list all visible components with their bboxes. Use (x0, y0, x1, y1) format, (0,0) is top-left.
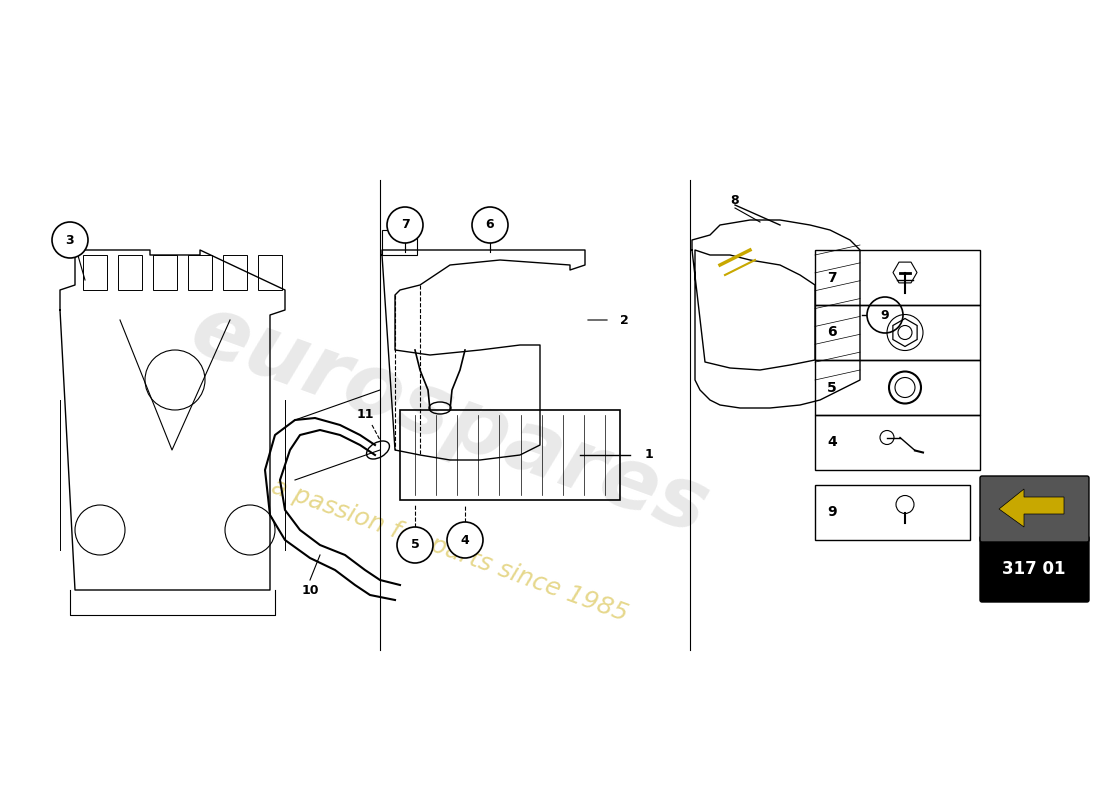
Text: 2: 2 (620, 314, 629, 326)
Circle shape (387, 207, 424, 243)
FancyBboxPatch shape (980, 536, 1089, 602)
Circle shape (472, 207, 508, 243)
Bar (258, 255, 282, 290)
Text: 4: 4 (461, 534, 470, 546)
Text: 9: 9 (827, 506, 837, 519)
Text: 6: 6 (827, 326, 837, 339)
Text: 1: 1 (645, 449, 653, 462)
Bar (815, 360, 980, 415)
Text: 5: 5 (410, 538, 419, 551)
Text: 7: 7 (827, 270, 837, 285)
Circle shape (52, 222, 88, 258)
Bar (815, 485, 970, 540)
Bar (382, 230, 417, 255)
FancyBboxPatch shape (980, 476, 1089, 542)
Text: 3: 3 (66, 234, 75, 246)
Text: 6: 6 (486, 218, 494, 231)
Text: 4: 4 (827, 435, 837, 450)
Bar (815, 305, 980, 360)
Text: 5: 5 (827, 381, 837, 394)
Text: 10: 10 (301, 583, 319, 597)
Bar (188, 255, 212, 290)
Bar (153, 255, 177, 290)
Text: 11: 11 (356, 409, 374, 422)
Circle shape (397, 527, 433, 563)
Bar (223, 255, 248, 290)
Polygon shape (999, 489, 1064, 527)
Bar (400, 410, 620, 500)
Circle shape (867, 297, 903, 333)
Bar (118, 255, 142, 290)
Text: eurospares: eurospares (180, 288, 720, 552)
Circle shape (447, 522, 483, 558)
Text: a passion for parts since 1985: a passion for parts since 1985 (268, 474, 631, 626)
Text: 7: 7 (400, 218, 409, 231)
Bar (815, 250, 980, 305)
Bar (815, 415, 980, 470)
Text: 9: 9 (881, 309, 889, 322)
Text: 317 01: 317 01 (1002, 560, 1066, 578)
Bar (82, 255, 107, 290)
Text: 8: 8 (730, 194, 739, 206)
